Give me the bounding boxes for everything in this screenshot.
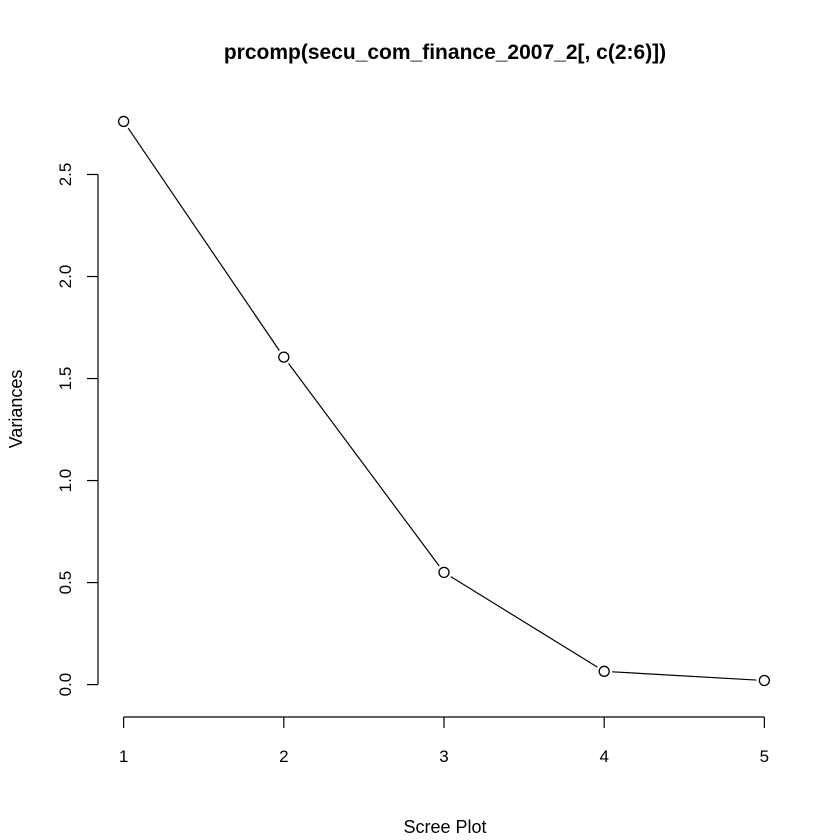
x-tick-label: 5 xyxy=(760,747,769,766)
y-axis-label: Variances xyxy=(6,370,26,449)
y-tick-label: 1.0 xyxy=(56,469,75,493)
data-point xyxy=(438,566,450,579)
data-point xyxy=(117,115,130,128)
series-segment xyxy=(288,363,440,567)
x-tick-label: 2 xyxy=(279,747,288,766)
y-tick-label: 2.0 xyxy=(56,265,75,289)
series-segment xyxy=(450,576,598,668)
y-tick-label: 0.5 xyxy=(56,571,75,595)
y-axis: 0.0 0.5 1.0 1.5 2.0 2.5 xyxy=(56,163,99,697)
series-segment xyxy=(612,671,757,681)
chart-title: prcomp(secu_com_finance_2007_2[, c(2:6)]… xyxy=(224,41,666,64)
x-axis-label: Scree Plot xyxy=(403,817,486,837)
data-point xyxy=(758,674,771,687)
x-axis: 1 2 3 4 5 xyxy=(119,716,769,766)
x-tick-label: 1 xyxy=(119,747,128,766)
y-tick-label: 1.5 xyxy=(56,367,75,391)
series-segment xyxy=(127,127,280,351)
y-tick-label: 2.5 xyxy=(56,163,75,187)
series-variances xyxy=(117,115,771,687)
y-tick-label: 0.0 xyxy=(56,673,75,697)
data-point xyxy=(598,665,610,677)
x-tick-label: 4 xyxy=(599,747,608,766)
data-point xyxy=(278,351,290,363)
x-tick-label: 3 xyxy=(439,747,448,766)
